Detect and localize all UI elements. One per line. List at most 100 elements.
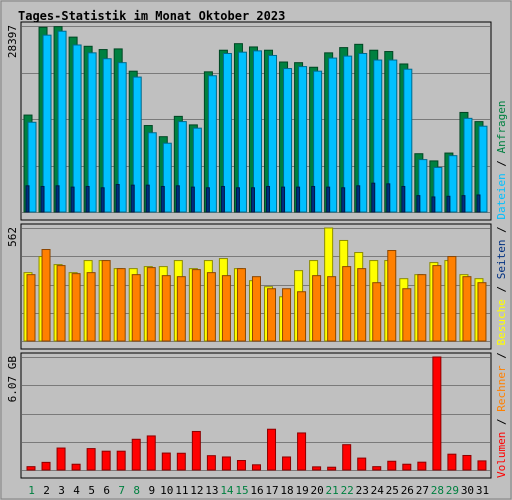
bar-seiten-day-4 [70, 186, 75, 213]
bar-seiten-day-27 [416, 195, 421, 213]
x-tick-label: 14 [220, 484, 234, 497]
bar-rechner-day-31 [477, 282, 487, 342]
bar-volumen-day-15 [236, 460, 246, 471]
bar-volumen-day-4 [71, 463, 81, 471]
bar-rechner-day-15 [236, 268, 246, 342]
bar-rechner-day-4 [71, 273, 81, 342]
legend-item-seiten: Seiten [495, 240, 508, 280]
bar-dateien-day-28 [433, 166, 443, 213]
x-tick-label: 27 [416, 484, 429, 497]
bar-volumen-day-14 [221, 456, 231, 471]
bar-rechner-day-7 [116, 268, 126, 342]
bar-volumen-day-13 [206, 455, 216, 471]
bar-seiten-day-10 [160, 185, 165, 213]
bar-rechner-day-17 [267, 288, 277, 342]
legend-item-dateien: Dateien [495, 173, 508, 219]
bar-dateien-day-29 [448, 155, 458, 213]
bar-rechner-day-30 [462, 276, 472, 342]
bar-dateien-day-19 [298, 66, 308, 213]
bar-dateien-day-6 [102, 58, 112, 213]
bar-rechner-day-2 [41, 249, 51, 342]
bar-rechner-day-1 [26, 274, 36, 342]
bar-rechner-day-5 [86, 272, 96, 342]
bar-rechner-day-3 [56, 265, 66, 342]
bar-volumen-day-2 [41, 461, 51, 471]
bar-rechner-day-11 [176, 276, 186, 342]
bar-seiten-day-30 [461, 195, 466, 213]
panel-middle: 562 [6, 223, 492, 350]
x-tick-label: 4 [73, 484, 80, 497]
bar-dateien-day-26 [403, 68, 413, 213]
x-tick-label: 9 [148, 484, 155, 497]
bar-rechner-day-28 [432, 265, 442, 342]
bar-volumen-day-7 [116, 450, 126, 471]
legend-item-rechner: Rechner [495, 365, 508, 412]
bar-seiten-day-13 [205, 187, 210, 213]
bar-dateien-day-22 [343, 55, 353, 213]
legend-item-volumen: Volumen [495, 432, 508, 478]
bar-volumen-day-5 [86, 448, 96, 471]
bar-dateien-day-9 [147, 132, 157, 213]
bar-volumen-day-8 [131, 438, 141, 471]
bar-seiten-day-22 [341, 187, 346, 213]
bar-volumen-day-11 [176, 452, 186, 471]
bar-volumen-day-26 [402, 463, 412, 471]
x-tick-label: 11 [175, 484, 188, 497]
bar-dateien-day-15 [237, 51, 247, 213]
bar-dateien-day-30 [463, 117, 473, 213]
legend-separator: / [495, 279, 508, 299]
bar-rechner-day-21 [327, 276, 337, 342]
chart-title: Tages-Statistik im Monat Oktober 2023 [18, 9, 285, 23]
x-tick-label: 16 [250, 484, 263, 497]
bar-rechner-day-14 [221, 275, 231, 342]
bar-seiten-day-15 [235, 187, 240, 213]
bar-volumen-day-22 [342, 444, 352, 471]
panel-border [20, 352, 492, 479]
bar-dateien-day-13 [207, 75, 217, 213]
bar-dateien-day-1 [27, 121, 37, 213]
bar-rechner-day-18 [282, 288, 292, 342]
bar-volumen-day-24 [372, 466, 382, 471]
bar-seiten-day-11 [175, 185, 180, 213]
x-tick-label: 10 [160, 484, 173, 497]
bar-rechner-day-24 [372, 282, 382, 342]
bar-seiten-day-16 [250, 187, 255, 213]
bar-seiten-day-6 [100, 187, 105, 213]
bar-seiten-day-20 [311, 185, 316, 213]
bar-volumen-day-19 [297, 432, 307, 471]
bar-seiten-day-26 [401, 185, 406, 213]
bar-volumen-day-25 [387, 460, 397, 471]
bar-dateien-day-4 [72, 44, 82, 213]
bar-seiten-day-23 [356, 185, 361, 213]
bar-rechner-day-6 [101, 260, 111, 342]
bar-rechner-day-16 [251, 276, 261, 342]
bar-volumen-day-27 [417, 461, 427, 471]
bar-seiten-day-18 [281, 186, 286, 213]
panels-layer: 28397 562 6.07 GB [6, 21, 492, 479]
x-tick-label: 18 [280, 484, 293, 497]
x-tick-label: 25 [386, 484, 399, 497]
bar-dateien-day-17 [268, 54, 278, 213]
bar-dateien-day-5 [87, 52, 97, 213]
bar-volumen-day-6 [101, 450, 111, 471]
bar-seiten-day-1 [25, 185, 30, 213]
bar-rechner-day-22 [342, 266, 352, 342]
x-tick-label: 29 [446, 484, 459, 497]
x-tick-label: 28 [431, 484, 444, 497]
bar-seiten-day-12 [190, 186, 195, 213]
bar-dateien-day-14 [222, 52, 232, 213]
bar-dateien-day-7 [117, 62, 127, 213]
x-tick-label: 26 [401, 484, 414, 497]
x-tick-label: 2 [43, 484, 50, 497]
bar-dateien-day-8 [132, 76, 142, 213]
bar-rechner-day-23 [357, 268, 367, 342]
bar-volumen-day-29 [447, 453, 457, 471]
bar-dateien-day-24 [373, 59, 383, 213]
bar-rechner-day-8 [131, 274, 141, 342]
bar-dateien-day-3 [57, 30, 67, 213]
bar-dateien-day-31 [478, 125, 488, 213]
bar-seiten-day-31 [476, 194, 481, 213]
x-tick-label: 23 [356, 484, 369, 497]
